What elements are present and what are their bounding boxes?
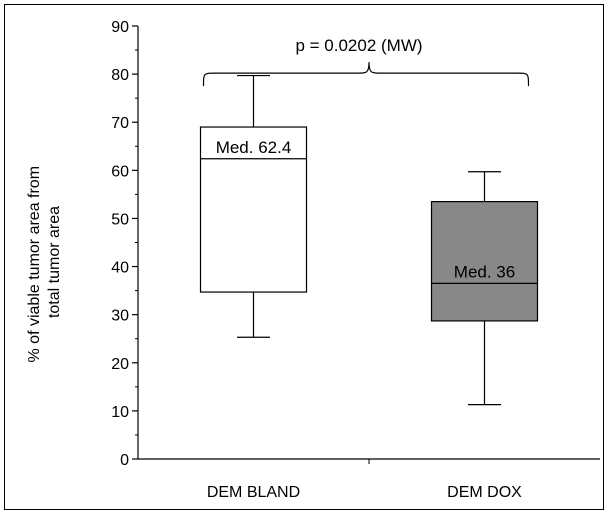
y-tick-label: 80 — [111, 67, 129, 84]
y-tick-label: 90 — [111, 19, 129, 36]
comparison-bracket — [204, 62, 529, 86]
x-tick-label: DEM BLAND — [207, 484, 300, 501]
y-tick-label: 30 — [111, 308, 129, 325]
y-axis: 0 10 20 30 40 50 60 70 80 90 — [111, 19, 138, 469]
p-value-label: p = 0.0202 (MW) — [295, 36, 422, 55]
box-1: Med. 62.4 — [201, 76, 307, 338]
box-2: Med. 36 — [432, 172, 538, 405]
y-tick-label: 20 — [111, 356, 129, 373]
y-tick-label: 50 — [111, 211, 129, 228]
x-axis: DEM BLAND DEM DOX — [138, 459, 600, 501]
y-tick-label: 0 — [120, 452, 129, 469]
x-tick-label: DEM DOX — [447, 484, 522, 501]
y-axis-label-line-1: % of viable tumor area from — [26, 166, 43, 363]
box-series: Med. 62.4 Med. 36 — [201, 76, 538, 405]
y-tick-label: 10 — [111, 404, 129, 421]
y-tick-label: 60 — [111, 163, 129, 180]
median-label: Med. 36 — [454, 262, 515, 281]
y-axis-label: % of viable tumor area from total tumor … — [26, 162, 63, 363]
y-tick-label: 40 — [111, 260, 129, 277]
y-axis-label-line-2: total tumor area — [46, 206, 63, 318]
box-iqr — [432, 202, 538, 321]
significance-annotation: p = 0.0202 (MW) — [204, 36, 529, 86]
median-label: Med. 62.4 — [216, 138, 292, 157]
y-tick-label: 70 — [111, 115, 129, 132]
